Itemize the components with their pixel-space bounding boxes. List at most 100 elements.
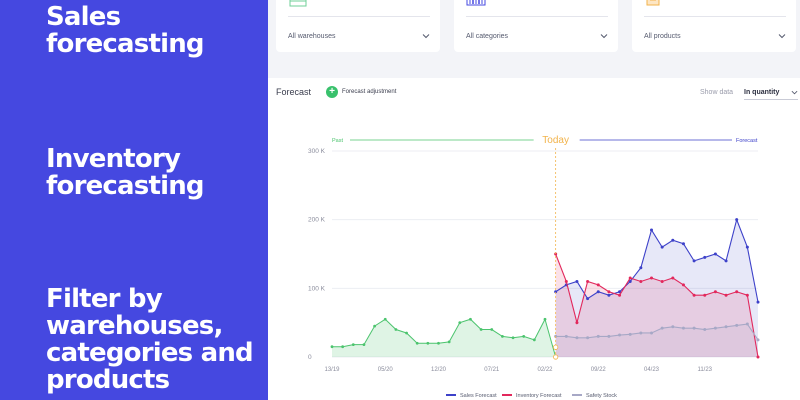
x-tick-label: 12/20 <box>431 367 447 373</box>
inventory-forecast-point <box>586 279 590 283</box>
past-sales-point <box>490 328 494 331</box>
warehouse-select[interactable]: All warehouses <box>288 30 430 42</box>
show-data-select[interactable]: In quantity <box>744 86 798 100</box>
safety-forecast-point <box>650 331 653 335</box>
sales-forecast-point <box>671 238 675 242</box>
category-select[interactable]: All categories <box>466 30 608 42</box>
past-sales-area <box>332 319 556 357</box>
sales-forecast-point <box>692 259 696 263</box>
safety-forecast-point <box>735 323 739 327</box>
sales-forecast-point <box>586 297 590 301</box>
inventory-forecast-point <box>639 279 643 283</box>
y-tick-label: 200 K <box>308 217 326 224</box>
inventory-forecast-point <box>607 290 611 294</box>
past-sales-point <box>426 341 430 345</box>
x-tick-label: 02/22 <box>537 367 553 373</box>
past-sales-point <box>405 331 408 335</box>
inventory-forecast-point <box>745 293 749 297</box>
barcode-icon <box>466 0 486 6</box>
warehouse-filter-card: All warehouses <box>276 0 440 52</box>
past-sales-point <box>511 336 515 340</box>
warehouse-select-value: All warehouses <box>288 32 336 40</box>
filter-divider <box>644 16 786 17</box>
sales-forecast-point <box>735 218 739 222</box>
safety-forecast-point <box>618 333 622 337</box>
past-sales-point <box>437 341 440 345</box>
forecast-adjustment-label: Forecast adjustment <box>342 89 397 95</box>
safety-forecast-point <box>671 325 675 329</box>
past-sales-point <box>469 317 472 321</box>
x-tick-label: 07/21 <box>484 367 500 373</box>
safety-forecast-point <box>681 326 685 330</box>
sales-forecast-point <box>681 242 685 246</box>
safety-forecast-point <box>639 331 643 335</box>
past-sales-point <box>373 324 376 328</box>
safety-forecast-point <box>703 328 707 332</box>
sales-forecast-point <box>618 290 622 294</box>
left-feature-panel: Sales forecasting Inventory forecasting … <box>0 0 268 400</box>
forecast-chart-panel: Forecast + Forecast adjustment Show data… <box>268 78 800 400</box>
x-tick-label: 13/19 <box>324 367 340 373</box>
x-tick-label: 04/23 <box>644 367 660 373</box>
y-tick-label: 300 K <box>308 148 326 155</box>
safety-forecast-point <box>756 338 760 342</box>
x-tick-label: 09/22 <box>591 367 607 373</box>
sales-forecast-point <box>660 245 664 249</box>
warehouse-icon <box>289 0 307 7</box>
inventory-forecast-point <box>671 276 675 280</box>
product-select-value: All products <box>644 32 681 40</box>
sales-forecast-point <box>724 259 728 263</box>
sales-forecast-area <box>555 219 758 357</box>
inventory-forecast-point <box>660 279 664 283</box>
safety-forecast-line <box>555 323 759 341</box>
legend-label: Inventory Forecast <box>516 393 562 399</box>
product-select[interactable]: All products <box>644 30 786 42</box>
chevron-down-icon <box>778 34 786 39</box>
chevron-down-icon <box>422 34 430 39</box>
feature-sales-forecasting: Sales forecasting <box>46 2 205 59</box>
x-tick-label: 11/23 <box>697 367 712 373</box>
forecast-chart: 300 K 200 K 100 K 0 13/19 05/20 12/20 07/21 02/2… <box>308 135 760 399</box>
forecast-label: Forecast <box>736 138 758 144</box>
inventory-forecast-point <box>628 276 632 280</box>
filter-divider <box>466 16 608 17</box>
past-sales-point <box>351 343 355 347</box>
sales-forecast-point <box>607 293 611 297</box>
sales-forecast-point <box>713 252 717 256</box>
safety-forecast-point <box>596 334 600 338</box>
sales-forecast-point <box>745 245 749 249</box>
safety-forecast-point <box>692 326 696 330</box>
past-sales-point <box>479 328 483 331</box>
today-marker-base <box>553 354 559 360</box>
safety-forecast-point <box>628 332 632 336</box>
product-filter-card: All products <box>632 0 796 52</box>
past-label: Past <box>332 138 343 144</box>
past-sales-point <box>458 321 462 325</box>
safety-forecast-point <box>660 326 664 330</box>
category-filter-card: All categories <box>454 0 618 52</box>
forecast-adjustment-button[interactable]: + Forecast adjustment <box>326 85 396 99</box>
past-sales-point <box>501 335 504 338</box>
safety-forecast-point <box>607 334 611 338</box>
safety-forecast-point <box>586 336 590 340</box>
past-sales-point <box>543 317 547 321</box>
inventory-forecast-point <box>681 283 685 287</box>
inventory-forecast-point <box>575 321 579 325</box>
forecast-title: Forecast <box>276 87 312 97</box>
sales-forecast-point <box>756 300 760 304</box>
past-sales-point <box>522 335 526 338</box>
inventory-forecast-point <box>713 290 717 294</box>
sales-forecast-line <box>555 217 759 303</box>
inventory-forecast-point <box>650 276 653 280</box>
past-sales-point <box>447 340 451 344</box>
today-marker-point <box>553 344 559 350</box>
dashboard-panel: All warehouses All categories All produc… <box>268 0 800 400</box>
safety-forecast-area <box>555 324 758 357</box>
sales-forecast-point <box>703 255 707 259</box>
past-sales-point <box>362 343 366 347</box>
x-tick-label: 05/20 <box>378 367 394 373</box>
inventory-forecast-point <box>756 355 760 359</box>
legend-label: Sales Forecast <box>460 393 497 399</box>
chevron-down-icon <box>791 90 798 95</box>
sales-forecast-point <box>596 290 600 294</box>
